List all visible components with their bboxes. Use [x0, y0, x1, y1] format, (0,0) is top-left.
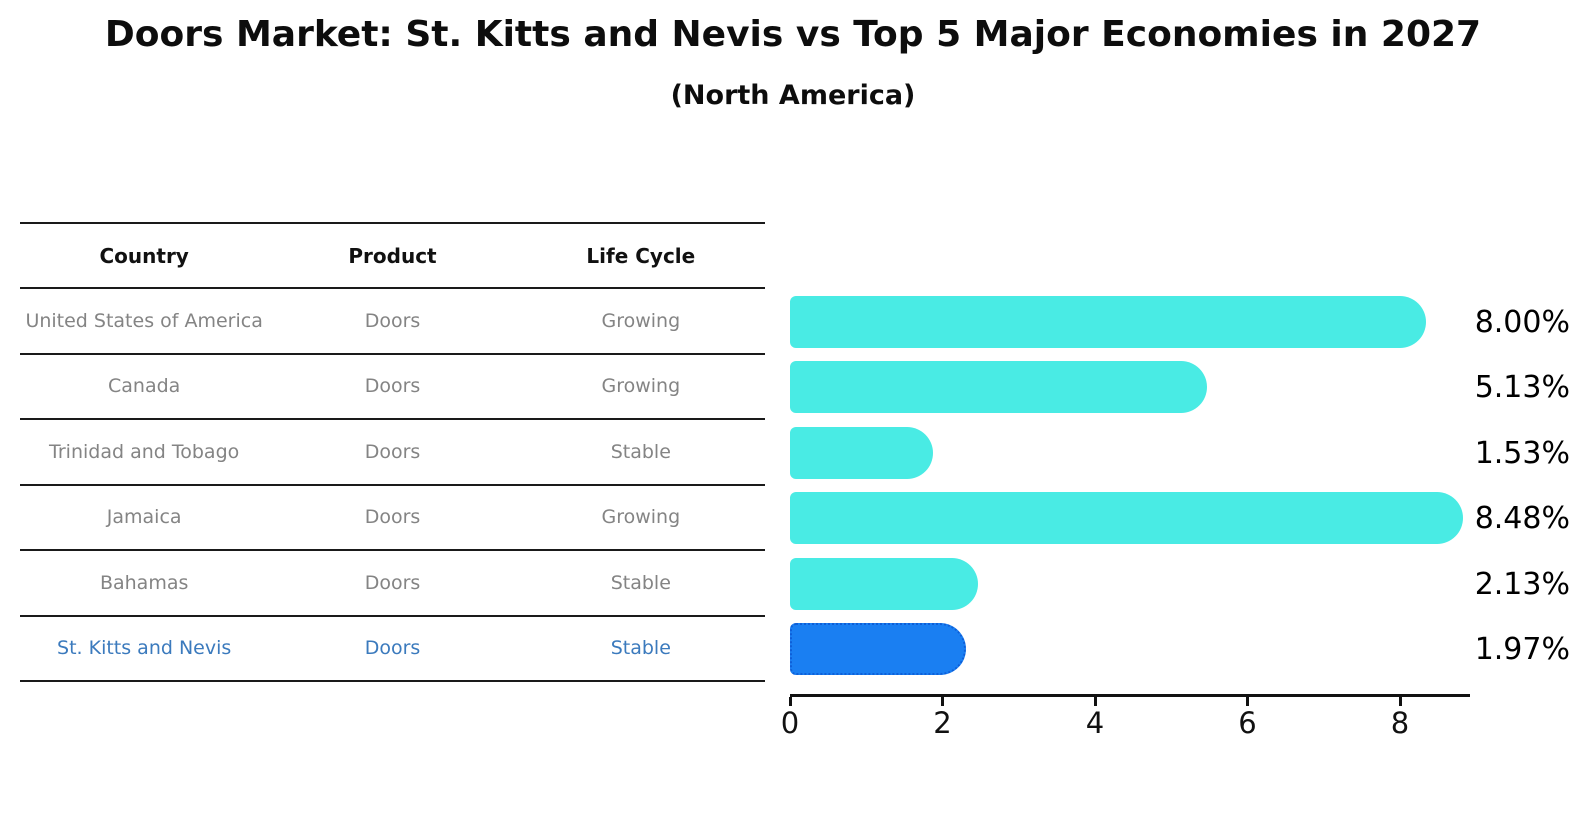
life-cycle-cell: Stable	[610, 571, 671, 594]
table-header-row: Country Product Life Cycle	[20, 222, 765, 289]
comparison-table: Country Product Life Cycle United States…	[20, 222, 765, 682]
life-cycle-cell: Stable	[610, 637, 671, 660]
bar-trinidad-and-tobago	[790, 426, 933, 479]
life-cycle-cell: Growing	[601, 309, 681, 332]
table-row-united-states: United States of America Doors Growing	[20, 289, 765, 355]
life-cycle-cell: Stable	[610, 440, 671, 463]
x-axis-tick-label-2: 2	[933, 706, 952, 740]
x-axis-tick-2	[941, 697, 944, 706]
column-header-product: Product	[348, 243, 437, 268]
value-label-trinidad-and-tobago: 1.53%	[1474, 435, 1570, 471]
table-row-st-kitts-and-nevis: St. Kitts and Nevis Doors Stable	[20, 617, 765, 682]
country-cell: Trinidad and Tobago	[49, 440, 240, 463]
x-axis-tick-label-0: 0	[780, 706, 800, 740]
x-axis-tick-6	[1246, 697, 1249, 706]
country-cell: United States of America	[25, 309, 263, 332]
product-cell: Doors	[364, 375, 421, 398]
product-cell: Doors	[364, 309, 421, 332]
page-subtitle: (North America)	[670, 80, 916, 111]
country-cell: Jamaica	[106, 506, 182, 529]
life-cycle-cell: Growing	[601, 506, 681, 529]
table-row-trinidad-and-tobago: Trinidad and Tobago Doors Stable	[20, 420, 765, 486]
value-label-jamaica: 8.48%	[1474, 501, 1570, 537]
x-axis-tick-label-4: 4	[1085, 706, 1105, 740]
column-header-country: Country	[99, 243, 189, 268]
column-header-life-cycle: Life Cycle	[586, 243, 696, 268]
value-label-united-states: 8.00%	[1474, 305, 1570, 340]
bar-bahamas	[790, 557, 979, 610]
bar-united-states	[790, 296, 1426, 348]
x-axis-tick-8	[1398, 697, 1402, 706]
x-axis-tick-4	[1093, 697, 1097, 706]
country-cell: Canada	[108, 375, 181, 398]
product-cell: Doors	[364, 571, 421, 594]
value-label-canada: 5.13%	[1474, 370, 1570, 406]
life-cycle-cell: Growing	[601, 375, 681, 398]
product-cell: Doors	[364, 506, 421, 529]
value-label-bahamas: 2.13%	[1474, 566, 1570, 602]
bar-canada	[790, 361, 1208, 414]
page-title: Doors Market: St. Kitts and Nevis vs Top…	[104, 14, 1482, 55]
table-row-jamaica: Jamaica Doors Growing	[20, 486, 765, 551]
x-axis-tick-label-8: 8	[1390, 706, 1410, 740]
table-row-canada: Canada Doors Growing	[20, 355, 765, 420]
product-cell: Doors	[364, 440, 421, 463]
x-axis-tick-label-6: 6	[1238, 706, 1257, 740]
country-cell: St. Kitts and Nevis	[57, 637, 232, 660]
x-axis-tick-0	[788, 697, 792, 706]
product-cell: Doors	[364, 637, 421, 660]
value-label-st-kitts-and-nevis: 1.97%	[1474, 632, 1570, 668]
bar-st-kitts-and-nevis	[790, 623, 967, 676]
table-row-bahamas: Bahamas Doors Stable	[20, 551, 765, 617]
x-axis-line	[790, 694, 1470, 697]
country-cell: Bahamas	[99, 571, 189, 594]
bar-jamaica	[790, 492, 1463, 545]
